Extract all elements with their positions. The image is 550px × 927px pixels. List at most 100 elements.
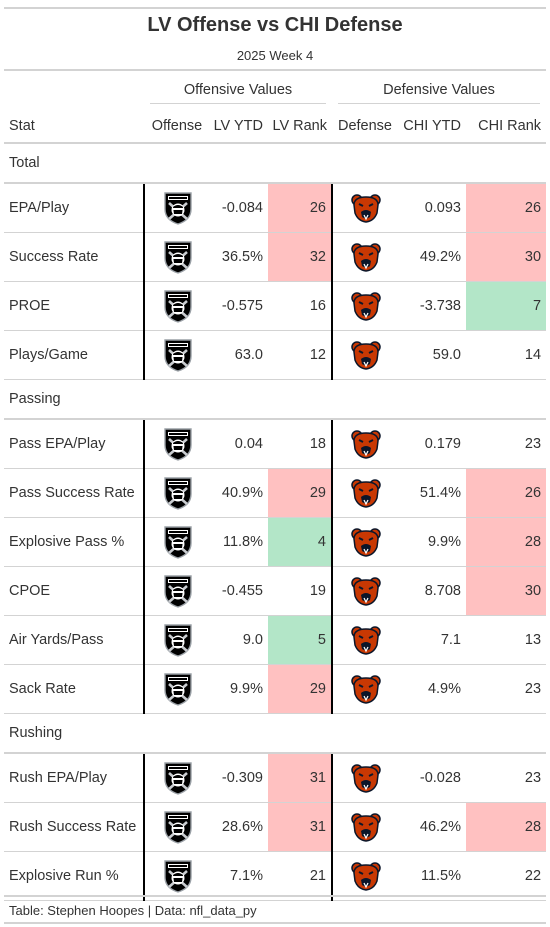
offense-logo-cell — [143, 281, 210, 331]
lv-ytd-value: 36.5% — [210, 232, 268, 282]
footer-rule-top — [4, 895, 546, 897]
stat-name: Success Rate — [4, 232, 144, 282]
defense-logo-cell — [332, 232, 398, 282]
bears-logo-icon — [333, 674, 398, 704]
table-row: Air Yards/Pass 9.0 5 7.1 13 — [4, 615, 547, 665]
offensive-values-spanner: Offensive Values — [144, 70, 332, 110]
bears-logo-icon — [333, 193, 398, 223]
lv-rank-value: 31 — [268, 752, 333, 803]
lv-rank-value: 4 — [268, 517, 333, 567]
table-row: Rush Success Rate 28.6% 31 46.2% 28 — [4, 802, 547, 852]
stat-name: PROE — [4, 281, 144, 331]
bears-logo-icon — [333, 861, 398, 891]
lv-ytd-value: 0.04 — [210, 418, 268, 469]
defense-logo-cell — [332, 802, 398, 852]
lv-ytd-value: 11.8% — [210, 517, 268, 567]
page-title: LV Offense vs CHI Defense — [147, 14, 403, 36]
table-row: EPA/Play -0.084 26 0.093 26 — [4, 182, 547, 233]
stat-name: Air Yards/Pass — [4, 615, 144, 665]
defense-logo-cell — [332, 566, 398, 616]
raiders-logo-icon — [145, 761, 210, 795]
defense-logo-cell — [332, 851, 398, 901]
offense-logo-cell — [143, 517, 210, 567]
chi-ytd-value: 4.9% — [398, 664, 466, 714]
group-label: Passing — [4, 379, 547, 420]
lv-rank-value: 31 — [268, 802, 333, 852]
chi-ytd-value: 46.2% — [398, 802, 466, 852]
raiders-logo-icon — [145, 672, 210, 706]
chi-rank-value: 28 — [466, 802, 547, 852]
stat-name: Rush Success Rate — [4, 802, 144, 852]
chi-ytd-value: 59.0 — [398, 330, 466, 380]
defense-logo-cell — [332, 281, 398, 331]
raiders-logo-icon — [145, 338, 210, 372]
chi-rank-value: 28 — [466, 517, 547, 567]
offense-logo-cell — [143, 802, 210, 852]
lv-ytd-value: 28.6% — [210, 802, 268, 852]
defense-logo-cell — [332, 752, 398, 803]
lv-ytd-value: -0.455 — [210, 566, 268, 616]
lv-ytd-value: 9.0 — [210, 615, 268, 665]
table-row: PROE -0.575 16 -3.738 7 — [4, 281, 547, 331]
lv-rank-value: 29 — [268, 468, 333, 518]
offense-logo-cell — [143, 182, 210, 233]
chi-ytd-value: 11.5% — [398, 851, 466, 901]
raiders-logo-icon — [145, 859, 210, 893]
table-row: Rush EPA/Play -0.309 31 -0.028 23 — [4, 752, 547, 803]
defense-logo-cell — [332, 517, 398, 567]
chi-ytd-value: 51.4% — [398, 468, 466, 518]
table-footer-source: Table: Stephen Hoopes | Data: nfl_data_p… — [9, 903, 257, 918]
comparison-table: Offensive Values Defensive Values Stat Of… — [4, 70, 547, 901]
column-header: Offense — [144, 110, 210, 144]
table-row: Pass EPA/Play 0.04 18 0.179 23 — [4, 418, 547, 469]
lv-rank-value: 5 — [268, 615, 333, 665]
offense-logo-cell — [143, 851, 210, 901]
offense-logo-cell — [143, 615, 210, 665]
defense-logo-cell — [332, 615, 398, 665]
offense-logo-cell — [143, 330, 210, 380]
raiders-logo-icon — [145, 427, 210, 461]
stat-name: Rush EPA/Play — [4, 752, 144, 803]
bears-logo-icon — [333, 291, 398, 321]
bears-logo-icon — [333, 625, 398, 655]
raiders-logo-icon — [145, 525, 210, 559]
chi-rank-value: 7 — [466, 281, 547, 331]
table-row: Plays/Game 63.0 12 59.0 14 — [4, 330, 547, 380]
bears-logo-icon — [333, 340, 398, 370]
offense-logo-cell — [143, 468, 210, 518]
defense-logo-cell — [332, 664, 398, 714]
stat-name: Explosive Pass % — [4, 517, 144, 567]
lv-ytd-value: 9.9% — [210, 664, 268, 714]
chi-rank-value: 30 — [466, 232, 547, 282]
offense-logo-cell — [143, 232, 210, 282]
table-row: Sack Rate 9.9% 29 4.9% 23 — [4, 664, 547, 714]
lv-rank-value: 32 — [268, 232, 333, 282]
lv-rank-value: 21 — [268, 851, 333, 901]
lv-rank-value: 26 — [268, 182, 333, 233]
group-header-row: Rushing — [4, 713, 547, 754]
chi-ytd-value: 49.2% — [398, 232, 466, 282]
group-header-row: Total — [4, 143, 547, 184]
chi-ytd-value: 9.9% — [398, 517, 466, 567]
lv-ytd-value: -0.084 — [210, 182, 268, 233]
stat-name: Plays/Game — [4, 330, 144, 380]
table-row: Success Rate 36.5% 32 49.2% 30 — [4, 232, 547, 282]
table-row: CPOE -0.455 19 8.708 30 — [4, 566, 547, 616]
offense-logo-cell — [143, 566, 210, 616]
top-rule — [4, 7, 546, 9]
lv-rank-value: 18 — [268, 418, 333, 469]
bears-logo-icon — [333, 527, 398, 557]
bears-logo-icon — [333, 242, 398, 272]
bears-logo-icon — [333, 763, 398, 793]
chi-rank-value: 14 — [466, 330, 547, 380]
chi-ytd-value: 7.1 — [398, 615, 466, 665]
offense-logo-cell — [143, 418, 210, 469]
stat-name: CPOE — [4, 566, 144, 616]
table-row: Pass Success Rate 40.9% 29 51.4% 26 — [4, 468, 547, 518]
stat-name: Pass EPA/Play — [4, 418, 144, 469]
chi-rank-value: 23 — [466, 664, 547, 714]
stat-name: Pass Success Rate — [4, 468, 144, 518]
defense-logo-cell — [332, 182, 398, 233]
lv-rank-value: 19 — [268, 566, 333, 616]
chi-ytd-value: 0.179 — [398, 418, 466, 469]
